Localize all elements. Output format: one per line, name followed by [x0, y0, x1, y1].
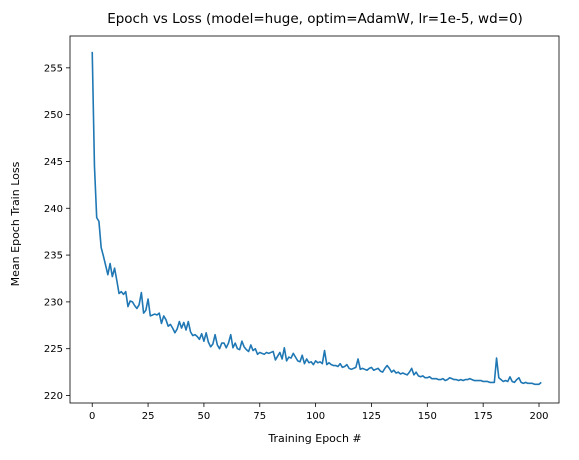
x-axis-label: Training Epoch # — [267, 432, 361, 445]
series-line-0 — [91, 51, 542, 386]
y-axis-label: Mean Epoch Train Loss — [9, 161, 22, 286]
x-tick-label: 0 — [89, 411, 95, 422]
chart-title: Epoch vs Loss (model=huge, optim=AdamW, … — [107, 11, 523, 27]
y-tick-label: 235 — [44, 251, 63, 262]
y-tick-label: 255 — [44, 63, 63, 74]
x-tick-label: 125 — [362, 411, 381, 422]
plot-area — [91, 51, 542, 386]
y-tick-label: 220 — [44, 391, 63, 402]
y-axis: 220 225 230 235 240 245 250 255 — [44, 63, 70, 402]
x-axis: 0 25 50 75 100 125 150 175 200 — [89, 403, 549, 422]
y-tick-label: 225 — [44, 344, 63, 355]
x-tick-label: 75 — [253, 411, 266, 422]
y-tick-label: 245 — [44, 157, 63, 168]
x-tick-label: 100 — [306, 411, 325, 422]
y-tick-label: 250 — [44, 110, 63, 121]
x-tick-label: 25 — [142, 411, 155, 422]
x-tick-label: 50 — [198, 411, 211, 422]
plot-frame — [69, 35, 560, 404]
x-tick-label: 150 — [418, 411, 437, 422]
x-tick-label: 200 — [529, 411, 548, 422]
y-tick-label: 230 — [44, 297, 63, 308]
x-tick-label: 175 — [474, 411, 493, 422]
y-tick-label: 240 — [44, 204, 63, 215]
